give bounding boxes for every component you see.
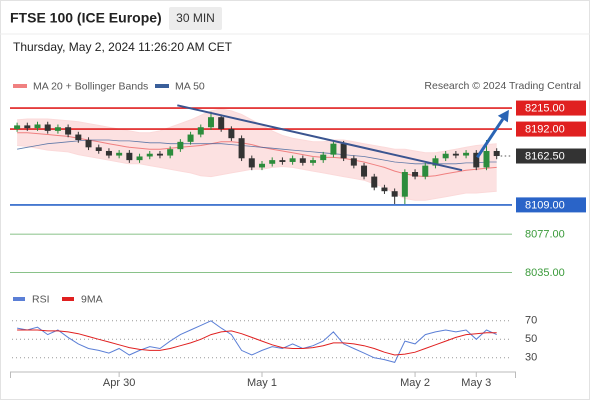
legend-label: 9MA <box>81 293 103 305</box>
legend-label: MA 50 <box>175 80 205 92</box>
legend-swatch <box>13 84 27 88</box>
candle-body <box>381 187 388 192</box>
trendline <box>177 104 463 172</box>
candle-body <box>279 160 286 162</box>
y-tick-label: 30 <box>525 352 537 364</box>
candle-body <box>401 172 408 197</box>
x-tick-label: May 3 <box>461 377 491 389</box>
candle-body <box>177 141 184 150</box>
level-label: 8192.00 <box>525 123 565 135</box>
legend-label: MA 20 + Bollinger Bands <box>33 80 148 92</box>
bollinger-lower <box>17 145 497 201</box>
candle-body <box>320 154 327 161</box>
candle-body <box>95 147 102 151</box>
candle-body <box>34 124 41 129</box>
candle-body <box>228 129 235 139</box>
interval-badge <box>169 7 222 30</box>
candle-body <box>371 176 378 188</box>
forecast-arrow-head <box>497 109 509 123</box>
plot-layer: 8215.00 8192.00 8109.00 8077.00 8035.00 8162.… <box>10 80 586 389</box>
level-label-box <box>516 100 586 116</box>
candle-body <box>187 134 194 142</box>
candle-body <box>218 117 225 130</box>
level-label: 8035.00 <box>525 267 565 279</box>
candle-body <box>24 125 31 129</box>
candle-body <box>259 163 265 168</box>
candle-body <box>54 127 61 131</box>
chart-title: FTSE 100 (ICE Europe) <box>10 10 162 26</box>
level-label: 8109.00 <box>525 199 565 211</box>
candle-body <box>146 153 153 157</box>
candle-body <box>116 152 123 156</box>
x-tick-label: Apr 30 <box>103 377 135 389</box>
candle-body <box>422 165 429 177</box>
candle-body <box>65 127 72 135</box>
y-tick-label: 70 <box>525 315 537 327</box>
current-price-label: 8162.50 <box>525 150 565 162</box>
legend-swatch <box>62 297 74 301</box>
candle-body <box>269 160 276 164</box>
candle-body <box>85 140 92 148</box>
x-tick-label: May 2 <box>400 377 430 389</box>
candle-body <box>473 152 480 168</box>
candle-body <box>361 165 368 177</box>
level-label-box <box>516 121 586 137</box>
x-tick-label: May 1 <box>247 377 277 389</box>
candle-body <box>14 125 21 130</box>
interval-label: 30 MIN <box>176 11 215 25</box>
rsi-line <box>17 329 497 356</box>
timestamp: Thursday, May 2, 2024 11:26:20 AM CET <box>13 40 233 54</box>
source-note: Research © 2024 Trading Central <box>424 80 581 92</box>
candle-body <box>330 143 337 155</box>
legend-swatch <box>13 297 25 301</box>
candle-body <box>299 158 306 163</box>
candle-body <box>156 153 163 156</box>
candle-body <box>238 138 245 159</box>
candle-body <box>167 149 174 156</box>
candle-body <box>463 152 470 156</box>
candle-body <box>197 127 204 135</box>
candle-body <box>432 158 439 166</box>
candle-body <box>289 158 296 162</box>
candle-body <box>44 124 51 131</box>
candle-body <box>75 134 82 141</box>
candle-body <box>391 191 398 197</box>
candle-body <box>340 143 347 159</box>
level-label: 8215.00 <box>525 102 565 114</box>
candle-body <box>442 153 449 159</box>
forecast-arrow-shaft <box>476 118 505 159</box>
candle-body <box>207 117 214 128</box>
candle-body <box>452 153 459 156</box>
candle-body <box>248 158 255 168</box>
rsi-line <box>17 320 497 363</box>
level-label-box <box>516 197 586 213</box>
candle-body <box>126 152 133 161</box>
current-price-box <box>516 148 586 164</box>
candle-body <box>483 150 490 168</box>
candle-body <box>412 172 419 177</box>
y-tick-label: 50 <box>525 333 537 345</box>
candle-body <box>310 160 317 163</box>
candle-body <box>493 150 500 157</box>
candle-body <box>105 150 112 156</box>
candle-body <box>136 156 143 161</box>
level-label: 8077.00 <box>525 229 565 241</box>
legend-swatch <box>155 84 169 88</box>
ma50-line <box>17 139 497 165</box>
legend-label: RSI <box>32 293 50 305</box>
candle-body <box>350 158 357 166</box>
